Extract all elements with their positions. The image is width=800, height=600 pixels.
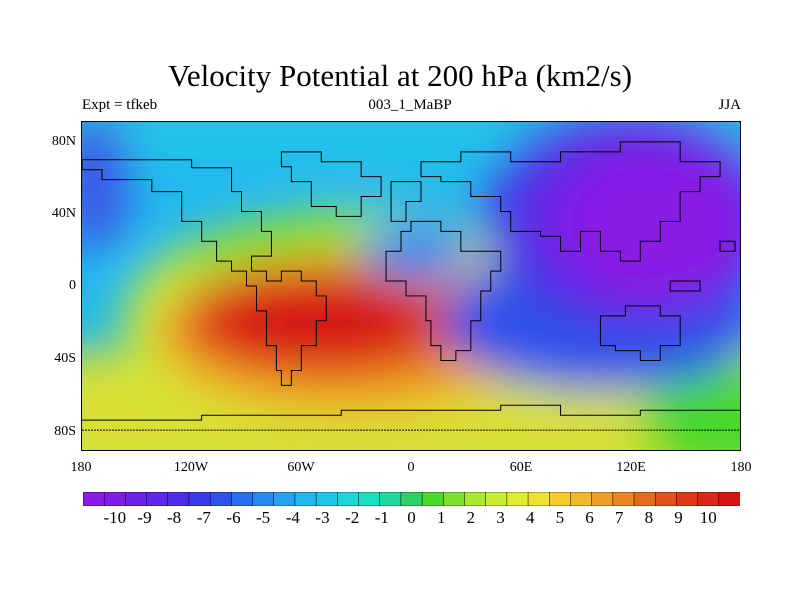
colorbar-swatch	[421, 492, 444, 506]
colorbar-label: 10	[699, 508, 717, 527]
colorbar-swatch	[167, 492, 190, 506]
colorbar-swatch	[633, 492, 656, 506]
lon-label-180e: 180	[730, 460, 752, 475]
lat-label-80s: 80S	[54, 424, 76, 439]
lon-label-60e: 60E	[509, 460, 533, 475]
colorbar-label: -4	[285, 508, 300, 527]
colorbar-swatch	[549, 492, 572, 506]
colorbar-swatch	[654, 492, 677, 506]
colorbar-label: -6	[226, 508, 241, 527]
lat-label-40n: 40N	[51, 206, 76, 221]
colorbar-swatch	[337, 492, 360, 506]
colorbar-label: -5	[256, 508, 271, 527]
colorbar-swatch	[697, 492, 720, 506]
colorbar-swatch	[506, 492, 529, 506]
colorbar-label: 1	[436, 508, 446, 527]
coastlines	[82, 141, 740, 431]
colorbar-label: -9	[137, 508, 152, 527]
contour-fill	[82, 122, 740, 450]
colorbar-swatch	[188, 492, 211, 506]
colorbar-label: 5	[555, 508, 565, 527]
lon-label-60w: 60W	[287, 460, 315, 475]
colorbar-label: -10	[103, 508, 127, 527]
colorbar-label: 6	[585, 508, 594, 527]
colorbar-swatch	[527, 492, 550, 506]
colorbar-swatch	[83, 492, 105, 506]
lat-label-equator: 0	[69, 278, 76, 293]
colorbar-swatch	[273, 492, 296, 506]
lon-label-0: 0	[407, 460, 415, 475]
colorbar-label: -3	[315, 508, 330, 527]
colorbar-swatch	[718, 492, 740, 506]
lon-label-120e: 120E	[616, 460, 646, 475]
colorbar-swatch	[294, 492, 317, 506]
colorbar-label: 8	[644, 508, 654, 527]
colorbar-swatch	[125, 492, 148, 506]
velocity-potential-map	[81, 121, 741, 451]
colorbar-label: 7	[614, 508, 624, 527]
colorbar-swatch	[676, 492, 699, 506]
lon-label-120w: 120W	[173, 460, 209, 475]
colorbar	[83, 492, 740, 506]
lat-label-40s: 40S	[54, 351, 76, 366]
colorbar-swatch	[146, 492, 169, 506]
colorbar-swatch	[379, 492, 402, 506]
colorbar-swatch	[103, 492, 126, 506]
colorbar-label: 0	[407, 508, 416, 527]
season-label: JJA	[718, 97, 741, 113]
colorbar-swatch	[252, 492, 275, 506]
colorbar-swatch	[570, 492, 593, 506]
colorbar-swatch	[612, 492, 635, 506]
colorbar-swatch	[400, 492, 423, 506]
colorbar-swatch	[464, 492, 487, 506]
case-label: 003_1_MaBP	[368, 97, 452, 113]
lat-label-80n: 80N	[51, 134, 76, 149]
colorbar-swatch	[485, 492, 508, 506]
colorbar-label: -1	[374, 508, 389, 527]
colorbar-swatch	[443, 492, 466, 506]
colorbar-swatch	[591, 492, 614, 506]
colorbar-swatch	[315, 492, 338, 506]
colorbar-label: -8	[167, 508, 182, 527]
colorbar-label: -7	[196, 508, 211, 527]
plot-title: Velocity Potential at 200 hPa (km2/s)	[167, 58, 633, 93]
experiment-label: Expt = tfkeb	[82, 97, 158, 113]
colorbar-label: -2	[345, 508, 360, 527]
colorbar-label: 4	[525, 508, 535, 527]
colorbar-swatch	[358, 492, 381, 506]
colorbar-label: 3	[496, 508, 505, 527]
colorbar-swatch	[209, 492, 232, 506]
colorbar-label: 9	[674, 508, 683, 527]
colorbar-swatch	[231, 492, 254, 506]
lon-label-180w: 180	[70, 460, 92, 475]
colorbar-label: 2	[466, 508, 476, 527]
